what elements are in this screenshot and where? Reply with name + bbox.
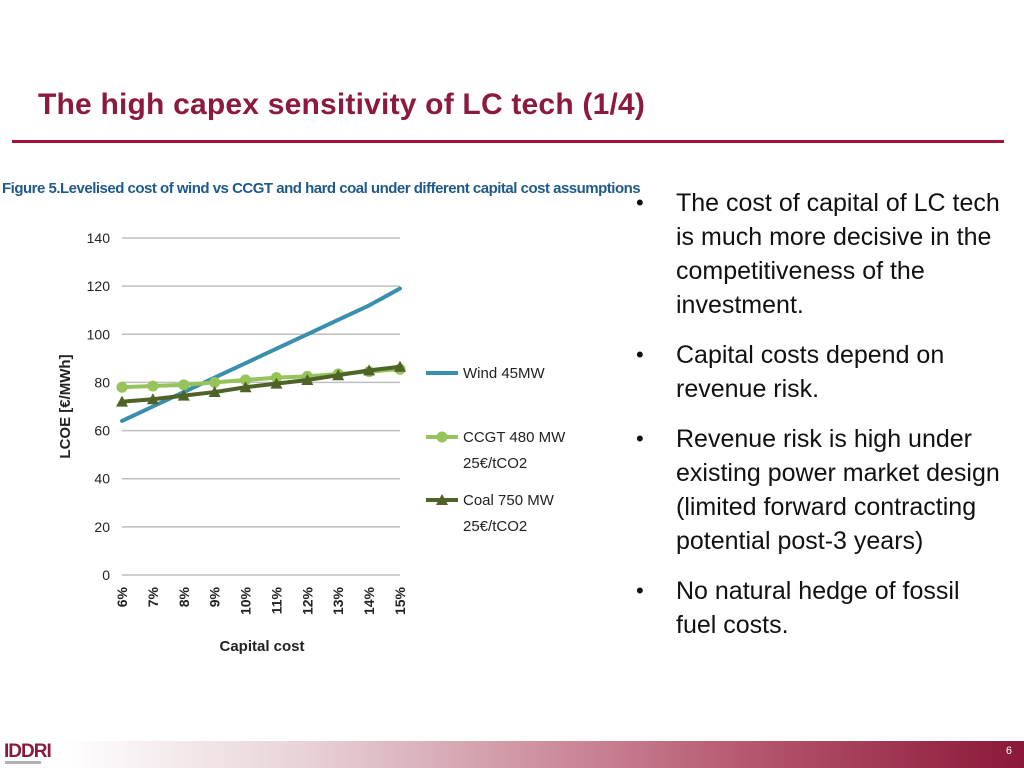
bullet-text: Revenue risk is high under existing powe…	[676, 425, 1000, 555]
y-tick-label: 80	[94, 374, 110, 390]
data-point	[239, 381, 252, 393]
x-tick-label: 10%	[238, 586, 254, 615]
data-point	[240, 374, 252, 386]
y-tick-label: 20	[94, 519, 110, 535]
page-number: 6	[1005, 745, 1012, 757]
series-line	[120, 286, 402, 423]
figure-caption: Figure 5.Levelised cost of wind vs CCGT …	[2, 180, 641, 197]
bullet-text: The cost of capital of LC tech is much m…	[676, 189, 1000, 319]
bullet-item: • Capital costs depend on revenue risk.	[634, 338, 1004, 406]
data-point	[270, 372, 282, 384]
y-tick-label: 120	[87, 278, 111, 294]
x-tick-label: 14%	[361, 586, 377, 615]
y-tick-label: 0	[102, 567, 110, 583]
x-tick-label: 8%	[176, 586, 192, 607]
data-point	[208, 386, 221, 398]
data-point	[209, 376, 221, 388]
bullet-dot-icon: •	[636, 190, 644, 215]
data-point	[394, 360, 406, 372]
data-point	[146, 393, 159, 405]
x-tick-label: 9%	[207, 586, 223, 607]
iddri-logo: IDDRI	[4, 741, 56, 768]
bullet-text: No natural hedge of fossil fuel costs.	[676, 577, 960, 639]
slide-title: The high capex sensitivity of LC tech (1…	[38, 88, 646, 121]
x-tick-label: 13%	[330, 586, 346, 615]
legend-label: 25€/tCO2	[463, 518, 527, 535]
x-tick-label: 11%	[268, 586, 284, 614]
data-point	[147, 380, 159, 392]
y-tick-label: 140	[87, 230, 111, 246]
bullet-item: • Revenue risk is high under existing pow…	[634, 422, 1004, 558]
legend-label: 25€/tCO2	[463, 455, 527, 472]
x-tick-label: 6%	[114, 586, 130, 607]
y-tick-label: 40	[94, 471, 110, 487]
series-line	[120, 364, 402, 404]
bullet-list: • The cost of capital of LC tech is much …	[634, 186, 1004, 658]
legend-label: Wind 45MW	[463, 365, 546, 382]
bullet-item: • No natural hedge of fossil fuel costs.	[634, 574, 1004, 642]
x-tick-label: 15%	[392, 586, 408, 615]
legend-label: CCGT 480 MW	[463, 429, 566, 446]
x-tick-label: 7%	[145, 586, 161, 607]
data-point	[301, 374, 314, 386]
y-axis-title: LCOE [€/MWh]	[57, 354, 74, 458]
footer-gradient-bar	[60, 741, 1024, 768]
bullet-dot-icon: •	[636, 426, 644, 451]
y-tick-label: 60	[94, 423, 110, 439]
legend-swatch-marker	[436, 494, 448, 505]
logo-underline	[5, 761, 41, 764]
data-point	[363, 364, 376, 376]
bullet-item: • The cost of capital of LC tech is much …	[634, 186, 1004, 322]
data-point	[177, 389, 190, 401]
data-point	[270, 377, 283, 389]
bullet-dot-icon: •	[636, 578, 644, 603]
bullet-dot-icon: •	[636, 342, 644, 367]
lcoe-line-chart: 0 20 40 60 80 100 120 140 6% 7% 8% 9% 10% 11% 12% 13% 14…	[57, 230, 566, 655]
legend-label: Coal 750 MW	[463, 492, 555, 509]
data-point	[332, 369, 345, 381]
logo-text: IDDRI	[4, 741, 52, 762]
bullet-text: Capital costs depend on revenue risk.	[676, 341, 945, 403]
data-point	[116, 381, 128, 393]
x-axis-title: Capital cost	[219, 638, 304, 655]
data-point	[116, 395, 128, 407]
legend-swatch-marker	[436, 431, 448, 443]
data-point	[178, 379, 190, 391]
x-tick-label: 12%	[299, 586, 315, 615]
title-divider	[12, 140, 1004, 143]
y-tick-label: 100	[87, 326, 111, 342]
